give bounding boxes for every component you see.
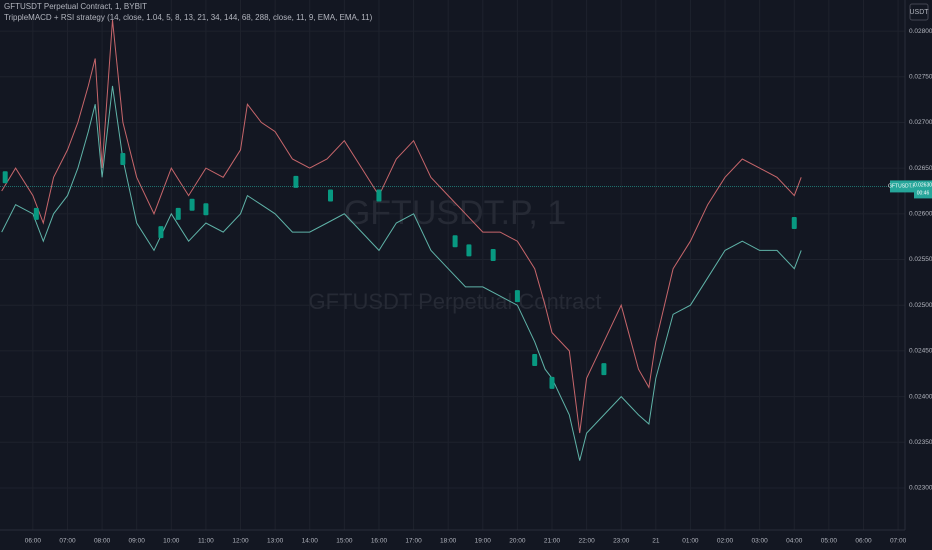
x-tick-label: 07:00 [59,538,76,545]
price-label: 0.02630 [914,183,932,189]
x-tick-label: 05:00 [821,538,838,545]
x-tick-label: 02:00 [717,538,734,545]
x-tick-label: 09:00 [129,538,146,545]
x-tick-label: 15:00 [336,538,353,545]
signal-marker [293,175,299,188]
y-tick-label: 0.02800 [909,28,932,35]
signal-marker [514,290,520,303]
y-tick-label: 0.02600 [909,211,932,218]
x-tick-label: 21 [652,538,660,545]
x-tick-label: 07:00 [890,538,907,545]
signal-marker [2,171,8,184]
x-tick-label: 21:00 [544,538,561,545]
signal-marker [791,216,797,229]
x-tick-label: 11:00 [198,538,214,545]
x-tick-label: 20:00 [509,538,526,545]
x-tick-label: 03:00 [752,538,769,545]
signal-marker [532,354,538,367]
y-tick-label: 0.02400 [909,393,932,400]
x-tick-label: 23:00 [613,538,630,545]
signal-marker [203,203,209,216]
x-tick-label: 13:00 [267,538,284,545]
x-tick-label: 06:00 [25,538,42,545]
y-tick-label: 0.02450 [909,348,932,355]
signal-marker [158,226,164,239]
signal-marker [601,363,607,376]
signal-marker [490,248,496,261]
x-tick-label: 04:00 [786,538,803,545]
signal-marker [189,198,195,211]
y-tick-label: 0.02700 [909,119,932,126]
x-tick-label: 22:00 [578,538,595,545]
signal-marker [120,153,126,165]
x-tick-label: 18:00 [440,538,457,545]
signal-marker [175,207,181,220]
y-tick-label: 0.02750 [909,73,932,80]
x-tick-label: 12:00 [232,538,249,545]
y-tick-label: 0.02300 [909,485,932,492]
symbol-label-bg [890,180,914,193]
chart-title: GFTUSDT Perpetual Contract, 1, BYBIT [4,2,147,11]
price-line [1,20,802,434]
x-tick-label: 06:00 [855,538,872,545]
x-tick-label: 08:00 [94,538,111,545]
signal-marker [376,189,382,202]
signal-marker [33,207,39,220]
signal-marker [549,376,555,389]
signal-marker [466,244,472,257]
watermark-subtitle: GFTUSDT Perpetual Contract [308,289,601,314]
x-tick-label: 10:00 [163,538,180,545]
x-tick-label: 16:00 [371,538,388,545]
x-tick-label: 14:00 [302,538,319,545]
countdown-label: 00:46 [917,191,930,197]
price-label-bg [914,180,932,199]
y-tick-label: 0.02650 [909,165,932,172]
x-tick-label: 19:00 [475,538,492,545]
y-tick-label: 0.02550 [909,256,932,263]
y-tick-label: 0.02350 [909,439,932,446]
chart-subtitle: TrippleMACD + RSI strategy (14, close, 1… [4,13,373,22]
signal-marker [328,189,334,202]
symbol-label: GFTUSDT.P [888,184,916,190]
currency[interactable]: USDT [909,9,929,16]
signal-marker [452,235,458,248]
x-tick-label: 17:00 [405,538,422,545]
x-tick-label: 01:00 [682,538,699,545]
y-tick-label: 0.02500 [909,302,932,309]
currency-box[interactable] [909,3,929,21]
price-line [1,85,802,461]
